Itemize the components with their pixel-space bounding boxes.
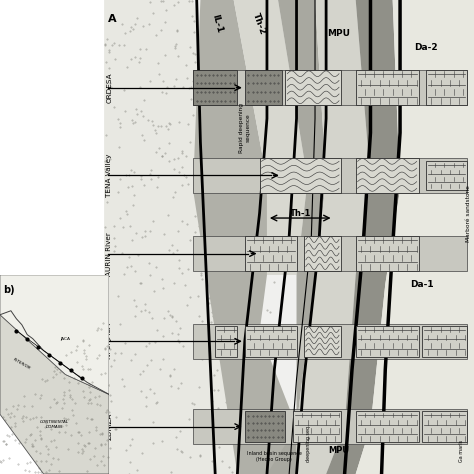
Bar [285, 70, 341, 106]
Text: b): b) [3, 285, 15, 295]
Bar [356, 70, 419, 106]
Bar [245, 411, 285, 442]
Bar [422, 411, 466, 442]
Text: Da-2: Da-2 [414, 43, 438, 52]
Polygon shape [0, 315, 109, 474]
Text: Da-1: Da-1 [410, 280, 434, 289]
Text: IL-1: IL-1 [210, 13, 224, 34]
Bar [193, 70, 237, 106]
Text: CONTINENTAL
DOMAIN: CONTINENTAL DOMAIN [40, 420, 69, 428]
Text: Inland basin sequence
(Hecho Group): Inland basin sequence (Hecho Group) [247, 451, 302, 462]
Bar [356, 326, 419, 356]
Bar [260, 158, 341, 193]
Text: deepening seq.: deepening seq. [306, 425, 311, 462]
Text: Marboré sandstone: Marboré sandstone [466, 185, 471, 242]
Text: MPU: MPU [328, 446, 350, 455]
Text: Rapid deepening
sequence: Rapid deepening sequence [239, 103, 250, 153]
Polygon shape [234, 0, 308, 275]
Bar [245, 70, 282, 106]
Text: Ga marls: Ga marls [458, 440, 464, 462]
Polygon shape [193, 0, 297, 474]
Text: N. of JACA: N. of JACA [106, 323, 112, 359]
Polygon shape [326, 0, 400, 474]
Bar [245, 236, 297, 271]
Bar [193, 409, 466, 445]
Text: ORDESA: ORDESA [106, 73, 112, 103]
Polygon shape [356, 0, 474, 474]
Bar [193, 236, 466, 271]
Bar [356, 411, 419, 442]
Text: Th-2: Th-2 [251, 11, 268, 36]
Bar [426, 161, 466, 190]
Text: TENA Valley: TENA Valley [106, 154, 112, 197]
Bar [356, 236, 419, 271]
Polygon shape [267, 0, 326, 474]
Text: ZURIZA: ZURIZA [106, 413, 112, 440]
Text: Th-1: Th-1 [290, 209, 311, 218]
Bar [215, 326, 237, 356]
Text: INTERIOR: INTERIOR [12, 358, 31, 371]
Text: JACA: JACA [60, 337, 71, 341]
Bar [426, 70, 466, 106]
Bar [293, 411, 341, 442]
Text: MPU: MPU [328, 29, 351, 37]
Bar [193, 70, 466, 106]
Bar [356, 158, 419, 193]
Polygon shape [297, 0, 371, 474]
Bar [304, 326, 341, 356]
Bar [422, 326, 466, 356]
Bar [304, 236, 341, 271]
Bar [193, 323, 466, 359]
Bar [193, 158, 466, 193]
Text: A: A [108, 14, 117, 24]
Polygon shape [104, 0, 297, 474]
Text: AURIN River: AURIN River [106, 232, 112, 275]
Bar [245, 326, 297, 356]
Polygon shape [0, 275, 109, 394]
